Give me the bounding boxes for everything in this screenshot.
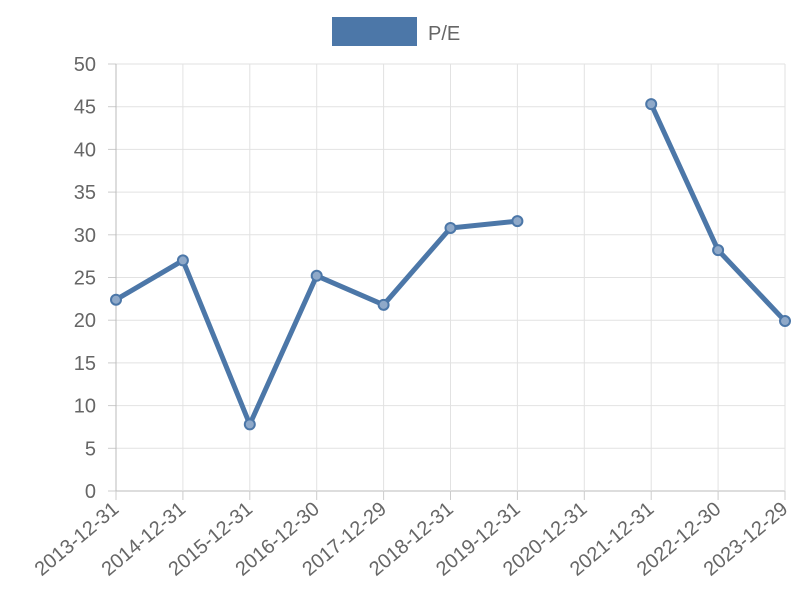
y-tick-label: 30	[74, 225, 96, 247]
data-point	[176, 254, 189, 267]
y-tick-label: 5	[85, 438, 96, 460]
data-point	[511, 215, 524, 228]
y-tick-label: 0	[85, 481, 96, 503]
data-point	[444, 221, 457, 234]
y-tick-label: 25	[74, 268, 96, 290]
data-point	[377, 298, 390, 311]
y-tick-label: 40	[74, 139, 96, 161]
data-point	[779, 315, 791, 328]
y-tick-label: 45	[74, 97, 96, 119]
y-tick-label: 50	[74, 54, 96, 76]
data-point	[310, 269, 323, 282]
legend-label: P/E	[428, 23, 460, 45]
y-tick-label: 15	[74, 353, 96, 375]
data-point	[110, 293, 122, 306]
y-tick-label: 35	[74, 182, 96, 204]
y-tick-label: 20	[74, 310, 96, 332]
data-point	[243, 418, 256, 431]
data-point	[645, 98, 658, 111]
legend-swatch	[332, 17, 417, 46]
y-tick-label: 10	[74, 396, 96, 418]
data-point	[712, 244, 725, 257]
legend: P/E	[332, 17, 460, 46]
